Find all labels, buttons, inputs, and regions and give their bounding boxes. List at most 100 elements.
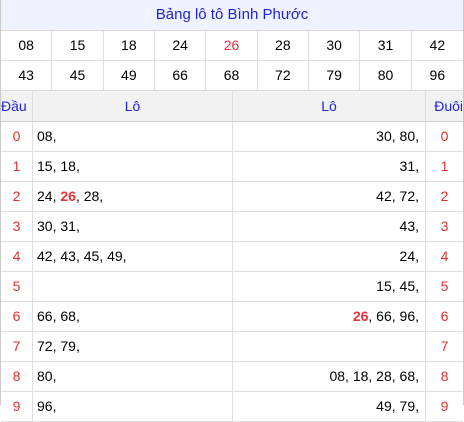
lo-by-duoi: 24, (233, 242, 426, 271)
table-row: 8 80, 08, 18, 28, 68, 8 (1, 362, 463, 392)
lo-by-dau: 96, (33, 392, 233, 421)
duoi-digit: 3 (440, 218, 449, 234)
lo-by-dau: 42, 43, 45, 49, (33, 242, 233, 271)
loto-number-cell: 79 (308, 61, 361, 91)
lo-by-dau: 66, 68, (33, 302, 233, 331)
loto-number: 24 (399, 248, 416, 264)
dau-digit: 3 (1, 212, 33, 241)
loto-number: 42 (376, 188, 392, 204)
table-header-row: Đầu Lô Lô Đuôi (1, 91, 463, 122)
dau-digit: 8 (1, 362, 33, 391)
table-row: 6 66, 68, 26, 66, 96, 6 (1, 302, 463, 332)
lo-by-duoi: 49, 79, (233, 392, 426, 421)
dau-digit: 9 (1, 392, 33, 421)
loto-number-cell: 24 (154, 31, 207, 61)
lo-by-dau: 24, 26, 28, (33, 182, 233, 211)
loto-number: 28 (83, 188, 100, 204)
loto-number: 08 (329, 368, 346, 384)
lo-by-duoi: 15, 45, (233, 272, 426, 301)
loto-number: 15 (376, 278, 392, 294)
dau-digit: 1 (1, 152, 33, 181)
loto-number: 42 (37, 248, 53, 264)
header-lo-right: Lô (233, 91, 426, 121)
loto-number-cell: 30 (308, 31, 361, 61)
lo-by-dau: 08, (33, 122, 233, 151)
duoi-digit: 2 (440, 188, 449, 204)
header-lo-left: Lô (33, 91, 233, 121)
dau-duoi-table: Đầu Lô Lô Đuôi 0 08, 30, 80, 0 1 15, 18, 31, 1 2… (1, 91, 463, 422)
loto-number-cell: 66 (154, 61, 207, 91)
loto-number-cell: 18 (103, 31, 155, 61)
loto-number: 96 (37, 398, 53, 414)
loto-number: 45 (83, 248, 100, 264)
lo-by-duoi: 08, 18, 28, 68, (233, 362, 426, 391)
loto-number: 26 (60, 188, 76, 204)
loto-number: 80 (37, 368, 53, 384)
loto-number: 96 (399, 308, 416, 324)
loto-number-cell: 31 (360, 31, 412, 61)
dau-digit: 5 (1, 272, 33, 301)
loto-number: 18 (352, 368, 369, 384)
table-row: 2 24, 26, 28, 42, 72, 2 (1, 182, 463, 212)
loto-number: 66 (376, 308, 392, 324)
duoi-digit: 9 (440, 398, 449, 414)
lo-by-duoi: 31, (233, 152, 426, 181)
loto-number: 49 (376, 398, 392, 414)
loto-number-cell: 49 (103, 61, 155, 91)
table-row: 9 96, 49, 79, 9 (1, 392, 463, 422)
table-row: 1 15, 18, 31, 1 (1, 152, 463, 182)
lo-by-dau: 80, (33, 362, 233, 391)
loto-number: 15 (37, 158, 53, 174)
number-grid: 08 15 18 24 26 28 30 31 42 43 45 49 66 68 72 79 80 96 (1, 31, 463, 91)
loto-number-cell: 45 (52, 61, 104, 91)
table-row: 3 30, 31, 43, 3 (1, 212, 463, 242)
header-duoi: Đuôi (434, 98, 463, 114)
loto-number: 68 (399, 368, 416, 384)
lo-by-duoi (233, 332, 426, 361)
loto-number-cell: 26 (206, 31, 258, 61)
loto-number: 26 (352, 308, 369, 324)
lo-by-dau (33, 272, 233, 301)
loto-number-cell: 43 (1, 61, 53, 91)
table-row: 4 42, 43, 45, 49, 24, 4 (1, 242, 463, 272)
table-title: Bảng lô tô Bình Phước (1, 0, 463, 31)
table-row: 0 08, 30, 80, 0 (1, 122, 463, 152)
loto-number: 72 (37, 338, 53, 354)
loto-number: 79 (60, 338, 76, 354)
loto-number-cell: 68 (206, 61, 258, 91)
duoi-digit: 8 (440, 368, 449, 384)
loto-number-cell: 42 (411, 31, 463, 61)
lo-by-duoi: 26, 66, 96, (233, 302, 426, 331)
lo-by-duoi: 43, (233, 212, 426, 241)
dau-digit: 2 (1, 182, 33, 211)
table-row: 5 15, 45, 5 (1, 272, 463, 302)
duoi-digit: 6 (440, 308, 449, 324)
loto-number: 28 (376, 368, 392, 384)
lo-by-duoi: 30, 80, (233, 122, 426, 151)
loto-number-cell: 80 (360, 61, 412, 91)
duoi-digit: 1 (440, 158, 449, 174)
loto-number-cell: 28 (257, 31, 309, 61)
duoi-digit: 0 (440, 128, 449, 144)
header-dau: Đầu (1, 91, 33, 121)
loto-number-cell: 08 (1, 31, 53, 61)
loto-number: 31 (399, 158, 416, 174)
loto-number: 80 (399, 128, 416, 144)
duoi-digit: 5 (440, 278, 449, 294)
loto-number-cell: 96 (411, 61, 463, 91)
loto-number-cell: 15 (52, 31, 104, 61)
loto-number: 79 (399, 398, 416, 414)
dau-digit: 4 (1, 242, 33, 271)
loto-number: 18 (60, 158, 76, 174)
loto-number-cell: 72 (257, 61, 309, 91)
loto-number: 30 (37, 218, 53, 234)
loto-number: 68 (60, 308, 76, 324)
loto-number: 31 (60, 218, 76, 234)
loto-number: 66 (37, 308, 53, 324)
duoi-digit: 7 (440, 338, 449, 354)
loto-number: 45 (399, 278, 416, 294)
loto-number: 43 (399, 218, 416, 234)
lo-by-dau: 30, 31, (33, 212, 233, 241)
lo-by-duoi: 42, 72, (233, 182, 426, 211)
